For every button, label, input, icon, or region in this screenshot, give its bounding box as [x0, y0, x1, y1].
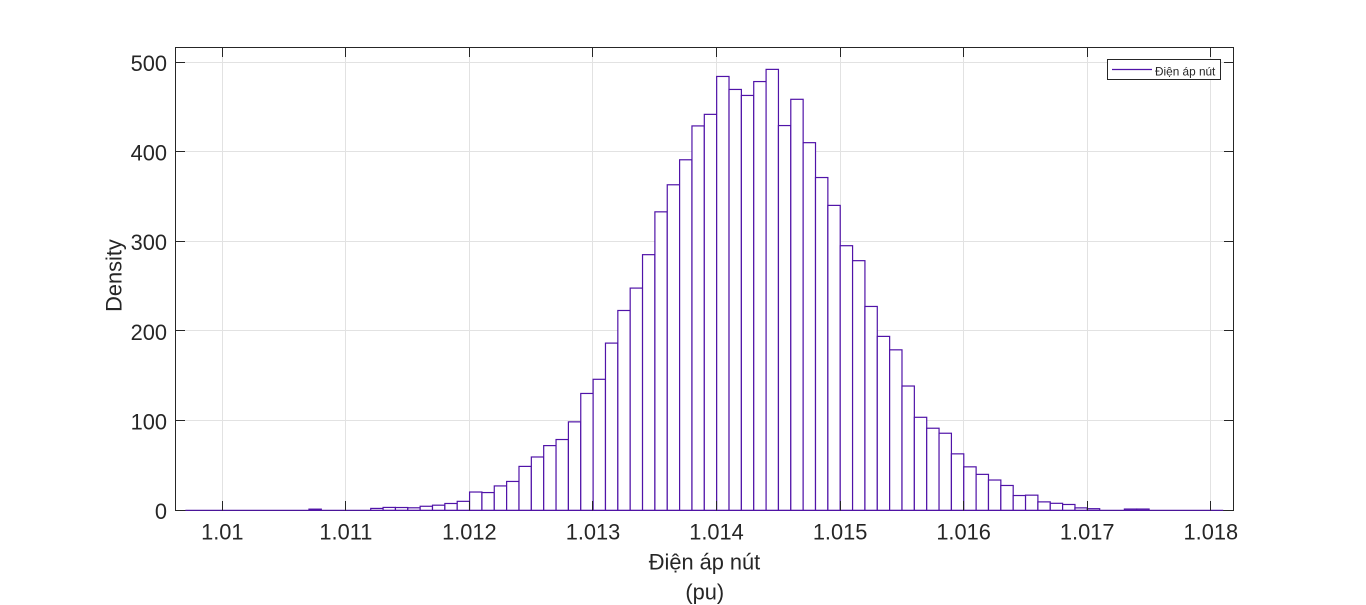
svg-text:1.018: 1.018 [1184, 519, 1239, 544]
svg-text:1.014: 1.014 [689, 519, 744, 544]
svg-text:Điện áp nút: Điện áp nút [649, 550, 761, 575]
svg-text:300: 300 [131, 230, 167, 255]
svg-text:1.012: 1.012 [442, 519, 497, 544]
svg-text:1.011: 1.011 [319, 519, 372, 544]
svg-text:Điện áp nút: Điện áp nút [1155, 65, 1216, 79]
svg-text:1.015: 1.015 [813, 519, 868, 544]
svg-text:200: 200 [131, 320, 167, 345]
svg-text:100: 100 [131, 409, 167, 434]
svg-text:Density: Density [102, 239, 127, 312]
svg-text:1.017: 1.017 [1060, 519, 1115, 544]
svg-text:0: 0 [155, 499, 167, 524]
svg-text:(pu): (pu) [685, 580, 724, 605]
svg-text:400: 400 [131, 141, 167, 166]
svg-text:1.013: 1.013 [566, 519, 621, 544]
svg-text:1.016: 1.016 [936, 519, 991, 544]
svg-text:1.01: 1.01 [201, 519, 243, 544]
svg-text:500: 500 [131, 51, 167, 76]
